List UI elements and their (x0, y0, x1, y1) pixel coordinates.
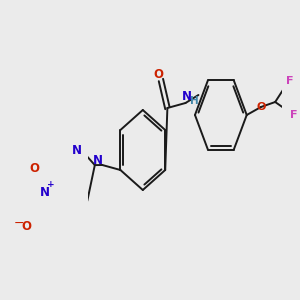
Text: N: N (71, 145, 81, 158)
Text: F: F (286, 76, 294, 86)
Text: O: O (29, 162, 40, 176)
Text: F: F (290, 110, 298, 120)
Text: −: − (14, 218, 24, 230)
Text: O: O (256, 102, 266, 112)
Text: O: O (22, 220, 32, 233)
Text: N: N (182, 91, 192, 103)
Text: H: H (190, 96, 199, 106)
Text: N: N (92, 154, 102, 166)
Text: O: O (153, 68, 163, 80)
Text: N: N (40, 186, 50, 200)
Text: +: + (47, 180, 55, 189)
